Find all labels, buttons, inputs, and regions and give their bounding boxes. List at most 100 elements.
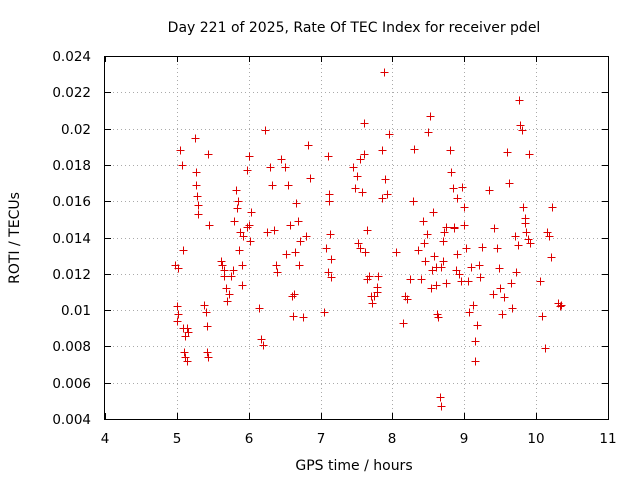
data-point [511,232,520,241]
data-point [525,150,534,159]
data-point [238,281,247,290]
data-point [455,270,464,279]
data-point [266,163,275,172]
data-point [498,310,507,319]
data-point [536,277,545,286]
data-point [423,230,432,239]
data-point [222,284,231,293]
data-point [493,244,502,253]
data-point [557,301,566,310]
data-point [378,146,387,155]
data-point [495,264,504,273]
data-point [383,190,392,199]
data-point [203,348,212,357]
data-point [227,272,236,281]
data-point [257,335,266,344]
data-point [489,290,498,299]
data-point [427,284,436,293]
x-tick-label: 9 [460,431,469,447]
data-point [381,175,390,184]
data-point [179,246,188,255]
data-point [385,130,394,139]
data-point [471,337,480,346]
data-point [325,197,334,206]
data-point [356,244,365,253]
data-point [203,322,212,331]
data-point [503,148,512,157]
data-point [225,290,234,299]
data-point [229,266,238,275]
data-point [515,96,524,105]
data-point [449,184,458,193]
data-point [174,310,183,319]
data-point [522,228,531,237]
data-point [453,250,462,259]
x-axis-label: GPS time / hours [295,458,412,474]
grid [105,56,608,419]
y-tick-label: 0.004 [52,412,91,428]
y-tick-label: 0.02 [61,122,91,138]
y-tick-label: 0.016 [52,194,91,210]
data-point [473,321,482,330]
data-point [277,155,286,164]
data-point [432,281,441,290]
data-point [322,244,331,253]
y-tick-label: 0.024 [52,49,91,65]
data-point [327,273,336,282]
data-point [547,253,556,262]
data-point [508,304,517,313]
data-point [363,226,372,235]
data-point [439,237,448,246]
data-point [354,239,363,248]
x-tick-label: 5 [173,431,182,447]
data-point [173,317,182,326]
data-point [194,201,203,210]
data-point [173,302,182,311]
data-point [306,174,315,183]
data-point [247,208,256,217]
data-point [464,277,473,286]
data-point [174,264,183,273]
data-point [290,290,299,299]
data-point [180,348,189,357]
data-point [516,121,525,130]
plot-frame [104,56,609,420]
y-axis-tick-labels: 0.004 0.006 0.008 0.01 0.012 0.014 0.016 0.018 0… [52,49,91,428]
data-point [202,308,211,317]
data-point [378,194,387,203]
data-point [246,237,255,246]
data-point [380,68,389,77]
data-point [184,328,193,337]
data-point [450,224,459,233]
data-point [365,272,374,281]
data-points [171,68,566,411]
data-point [296,237,305,246]
y-axis-label: ROTI / TECUs [7,192,23,284]
data-point [545,232,554,241]
data-point [263,228,272,237]
data-point [192,181,201,190]
x-axis-tick-labels: 4 5 6 7 8 9 10 11 [101,431,617,447]
data-point [462,244,471,253]
data-point [356,155,365,164]
data-point [325,190,334,199]
data-point [288,292,297,301]
data-point [437,402,446,411]
data-point [556,302,565,311]
y-tick-label: 0.014 [52,231,91,247]
data-point [409,197,418,206]
data-point [453,194,462,203]
data-point [295,261,304,270]
data-point [524,235,533,244]
x-tick-label: 6 [245,431,254,447]
data-point [421,257,430,266]
data-point [457,277,466,286]
data-point [281,163,290,172]
data-point [475,261,484,270]
data-point [442,279,451,288]
data-point [304,141,313,150]
data-point [289,312,298,321]
data-point [373,288,382,297]
data-point [326,230,335,239]
